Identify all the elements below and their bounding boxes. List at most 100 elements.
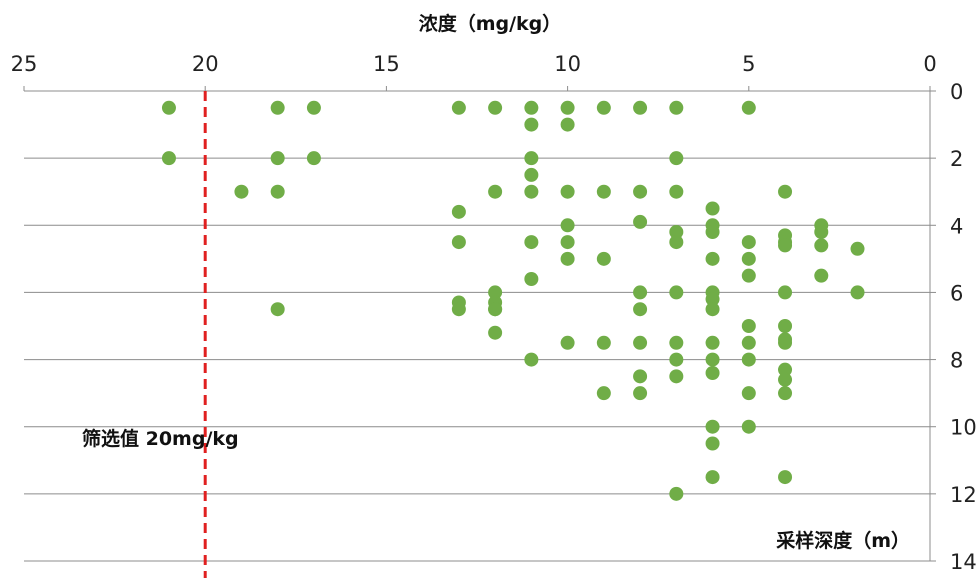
data-point	[524, 151, 539, 166]
data-point	[741, 386, 756, 401]
data-point	[705, 225, 720, 239]
data-point	[669, 184, 684, 199]
data-point	[488, 302, 503, 317]
data-point	[778, 335, 793, 350]
data-point	[705, 302, 720, 317]
data-point	[451, 100, 466, 115]
data-point	[524, 184, 539, 199]
data-point	[270, 302, 285, 317]
y-tick-label: 12	[950, 483, 977, 507]
data-point	[488, 100, 503, 115]
data-point	[669, 285, 684, 300]
data-point	[524, 352, 539, 367]
data-point	[524, 167, 539, 182]
data-point	[741, 100, 756, 115]
data-point	[814, 268, 829, 283]
data-point	[270, 100, 285, 115]
y-tick-label: 4	[950, 214, 963, 238]
data-point	[633, 285, 648, 300]
data-point	[705, 470, 720, 485]
data-point	[705, 436, 720, 451]
data-point	[488, 184, 503, 199]
data-point	[778, 386, 793, 401]
data-point	[741, 268, 756, 283]
data-point	[488, 285, 503, 300]
data-point	[633, 214, 648, 229]
data-point	[778, 362, 793, 377]
data-point	[560, 235, 575, 250]
data-point	[850, 241, 865, 256]
y-tick-label: 0	[950, 80, 963, 104]
data-point	[669, 335, 684, 350]
x-axis-title: 浓度（mg/kg）	[419, 12, 562, 35]
data-point	[669, 100, 684, 115]
data-point	[451, 302, 466, 317]
y-tick-label: 10	[950, 416, 977, 440]
x-tick-label: 25	[11, 52, 38, 76]
data-point	[524, 117, 539, 132]
data-point	[560, 335, 575, 350]
data-point	[705, 292, 720, 307]
data-point	[705, 251, 720, 266]
data-point	[451, 235, 466, 250]
data-point	[161, 100, 176, 115]
data-point	[741, 251, 756, 266]
y-axis-title: 采样深度（m）	[776, 529, 910, 552]
data-point	[741, 419, 756, 434]
x-tick-label: 10	[554, 52, 581, 76]
data-point	[524, 100, 539, 115]
data-point	[524, 235, 539, 250]
data-point	[633, 369, 648, 384]
data-point	[488, 325, 503, 340]
y-tick-label: 14	[950, 550, 977, 574]
data-point	[633, 335, 648, 350]
data-point	[850, 285, 865, 300]
data-point	[741, 235, 756, 250]
data-point	[778, 470, 793, 485]
data-point	[814, 238, 829, 253]
data-point	[705, 201, 720, 216]
data-point	[669, 369, 684, 384]
data-point	[633, 302, 648, 317]
y-tick-label: 6	[950, 281, 963, 305]
y-tick-label: 8	[950, 349, 963, 373]
data-point	[705, 366, 720, 380]
gridlines	[24, 157, 930, 562]
data-point	[669, 486, 684, 501]
data-point	[705, 419, 720, 434]
data-point	[741, 319, 756, 333]
data-point	[270, 151, 285, 166]
data-point	[778, 319, 793, 333]
data-point	[705, 352, 720, 367]
data-point	[778, 372, 793, 387]
data-point	[596, 251, 611, 266]
x-tick-label: 20	[192, 52, 219, 76]
data-point	[669, 151, 684, 166]
data-point	[524, 272, 539, 286]
x-axis-ticks: 25 20 15 10 5 0	[11, 52, 937, 91]
y-axis-ticks: 0 2 4 6 8 10 12 14	[930, 80, 977, 574]
data-point	[451, 204, 466, 219]
data-point	[633, 184, 648, 199]
data-point	[560, 184, 575, 199]
data-point	[669, 235, 684, 250]
data-point	[778, 238, 793, 253]
data-point	[633, 100, 648, 115]
x-tick-label: 0	[923, 52, 936, 76]
data-point	[705, 335, 720, 350]
data-point	[596, 386, 611, 401]
data-point	[306, 151, 321, 166]
data-point	[741, 352, 756, 367]
data-point	[669, 352, 684, 367]
data-point	[596, 335, 611, 350]
data-point	[633, 386, 648, 401]
data-point	[596, 184, 611, 199]
x-tick-label: 5	[742, 52, 755, 76]
data-point	[560, 100, 575, 115]
data-points	[161, 100, 865, 501]
data-point	[741, 335, 756, 350]
screening-value-label: 筛选值 20mg/kg	[82, 427, 239, 450]
data-point	[560, 117, 575, 132]
data-point	[270, 184, 285, 199]
